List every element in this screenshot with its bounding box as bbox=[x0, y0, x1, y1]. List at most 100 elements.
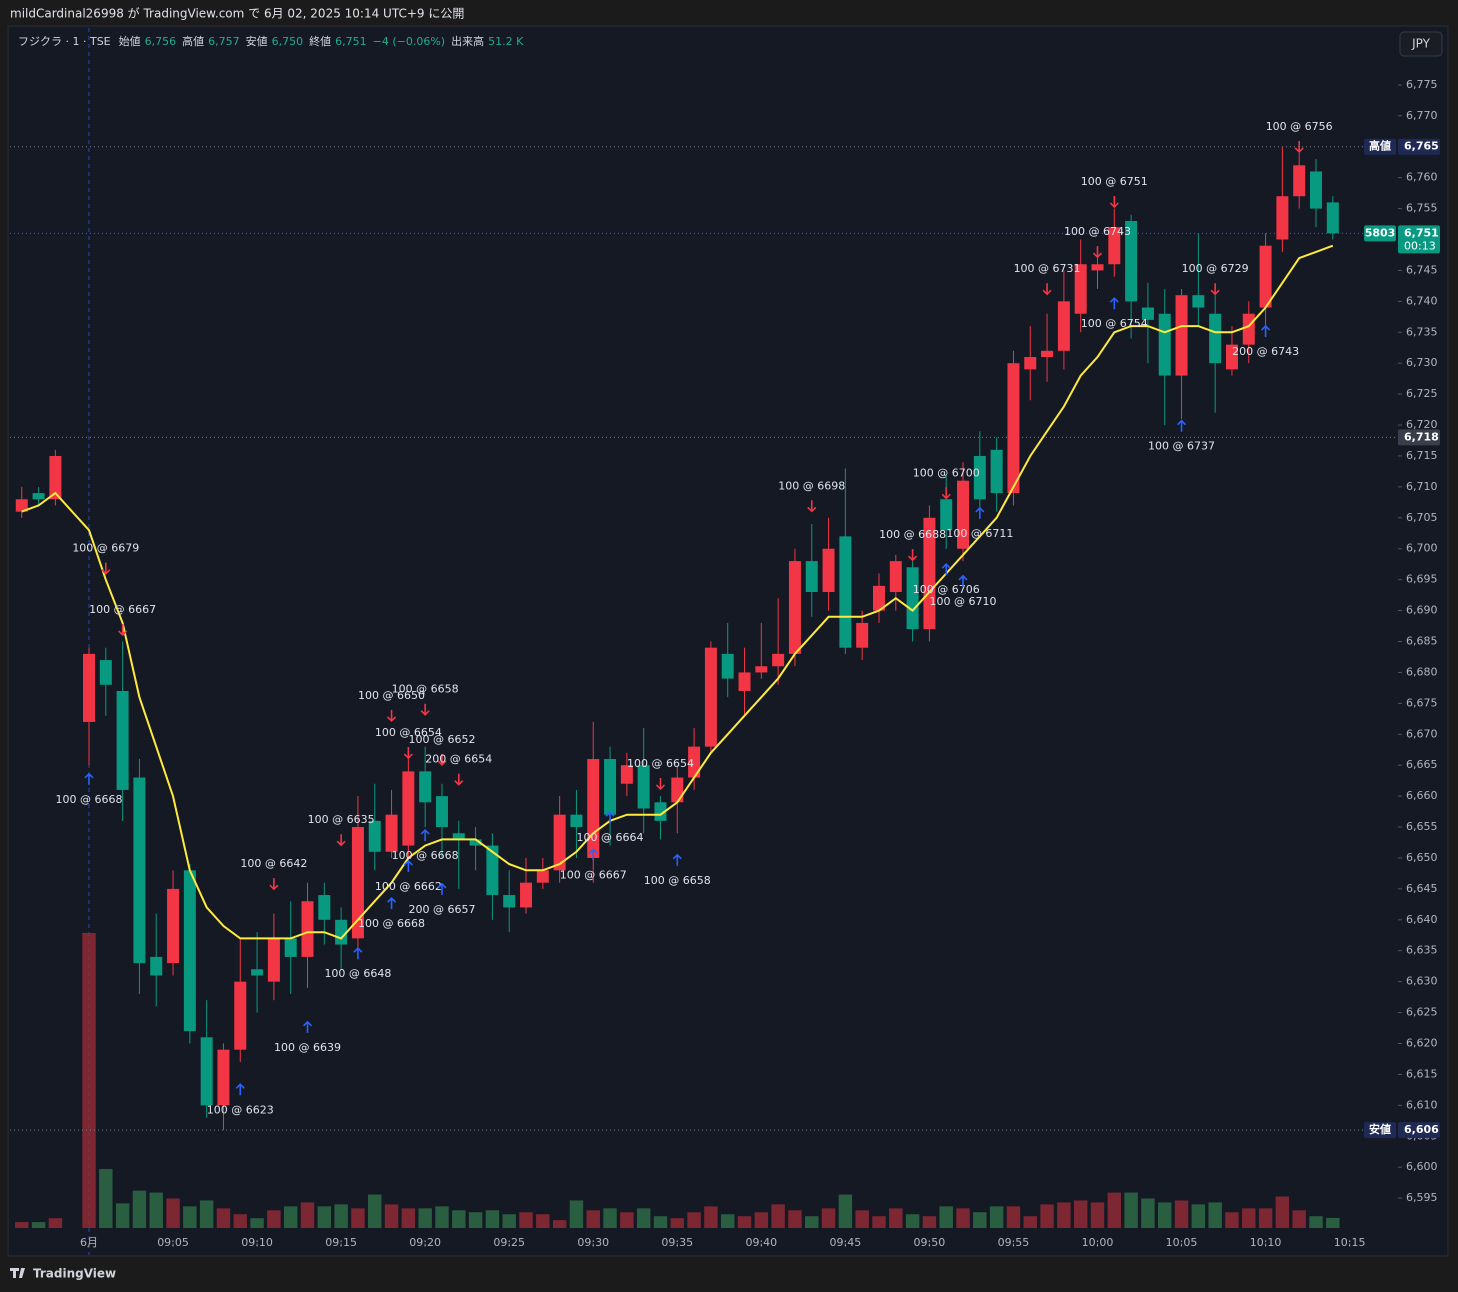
volume-bar bbox=[384, 1204, 399, 1228]
volume-bar bbox=[1158, 1202, 1172, 1228]
legend-key: 安値 bbox=[246, 34, 268, 48]
y-tick-label: 6,710 bbox=[1406, 480, 1438, 493]
sell-arrow bbox=[1210, 283, 1220, 296]
volume-bar bbox=[1275, 1196, 1290, 1228]
candle-body bbox=[856, 622, 869, 648]
trade-label: 100 @ 6754 bbox=[1081, 317, 1148, 330]
candle-body bbox=[872, 585, 885, 611]
volume-bar bbox=[586, 1210, 600, 1228]
volume-bar bbox=[872, 1216, 886, 1228]
candle-body bbox=[637, 765, 650, 809]
candle-body bbox=[1293, 165, 1306, 197]
candle-body bbox=[1057, 301, 1070, 351]
y-tick-label: 6,660 bbox=[1406, 789, 1438, 802]
buy-arrow bbox=[403, 859, 413, 873]
candle-body bbox=[32, 493, 45, 500]
y-tick-label: 6,615 bbox=[1406, 1067, 1438, 1080]
candle-body bbox=[503, 895, 516, 908]
volume-bar bbox=[502, 1214, 516, 1228]
currency-button[interactable] bbox=[1399, 31, 1443, 57]
candle-body bbox=[150, 956, 163, 976]
volume-bar bbox=[1040, 1204, 1054, 1228]
buy-arrow bbox=[84, 772, 94, 785]
volume-bar bbox=[788, 1210, 802, 1228]
y-tick-label: 6,775 bbox=[1406, 78, 1438, 91]
y-tick-label: 6,705 bbox=[1406, 511, 1438, 524]
trade-label: 200 @ 6654 bbox=[425, 753, 492, 766]
buy-arrow bbox=[1261, 324, 1271, 338]
trade-label: 200 @ 6743 bbox=[1232, 345, 1299, 358]
candle-body bbox=[604, 759, 617, 815]
legend-key: 始値 bbox=[119, 34, 141, 48]
buy-arrow bbox=[235, 1083, 245, 1096]
volume-bar bbox=[1191, 1204, 1206, 1228]
legend-key: 終値 bbox=[309, 34, 331, 48]
currency[interactable]: JPY bbox=[1411, 37, 1431, 51]
sell-arrow bbox=[1092, 246, 1103, 259]
trade-label: 100 @ 6667 bbox=[89, 603, 156, 616]
price-tag bbox=[1398, 429, 1440, 446]
trade-label: 100 @ 6688 bbox=[879, 528, 946, 541]
trade-label: 100 @ 6662 bbox=[375, 880, 442, 893]
candle-body bbox=[251, 969, 264, 976]
candle-body bbox=[167, 888, 180, 964]
candle-body bbox=[822, 548, 835, 593]
candle-body bbox=[536, 870, 549, 883]
candle-body bbox=[385, 814, 398, 852]
volume-bar bbox=[973, 1212, 987, 1228]
volume-bar bbox=[754, 1212, 769, 1228]
buy-arrow bbox=[420, 828, 430, 842]
volume-bar bbox=[435, 1206, 449, 1228]
buy-arrow bbox=[353, 947, 363, 960]
sell-arrow bbox=[269, 878, 279, 891]
y-tick-label: 6,735 bbox=[1406, 325, 1438, 338]
volume-bar bbox=[653, 1216, 668, 1228]
trade-label: 100 @ 6658 bbox=[644, 874, 711, 887]
candle-body bbox=[570, 814, 583, 828]
candle-body bbox=[267, 938, 280, 982]
buy-arrow bbox=[958, 574, 968, 587]
x-tick-label: 09:45 bbox=[830, 1236, 862, 1249]
trade-label: 100 @ 6710 bbox=[930, 595, 997, 608]
x-tick-label: 09:50 bbox=[914, 1236, 946, 1249]
candle-body bbox=[469, 839, 482, 846]
candle-body bbox=[234, 981, 247, 1050]
volume-bar bbox=[233, 1214, 247, 1228]
volume-bar bbox=[1141, 1198, 1155, 1228]
candle-body bbox=[49, 455, 62, 500]
volume-bar bbox=[838, 1194, 853, 1228]
y-tick-label: 6,740 bbox=[1406, 294, 1438, 307]
x-tick-label: 10:05 bbox=[1166, 1236, 1198, 1249]
trade-label: 100 @ 6623 bbox=[207, 1103, 274, 1116]
candle-body bbox=[284, 938, 297, 957]
trade-label: 100 @ 6667 bbox=[560, 868, 627, 881]
price-tag-name: 5803 bbox=[1365, 226, 1396, 239]
y-tick-label: 6,675 bbox=[1406, 696, 1438, 709]
candle-body bbox=[520, 882, 533, 908]
sell-arrow bbox=[118, 623, 128, 637]
volume-bar bbox=[149, 1192, 163, 1228]
candle-body bbox=[116, 690, 129, 790]
x-tick-label: 09:15 bbox=[325, 1236, 357, 1249]
y-tick-label: 6,700 bbox=[1406, 542, 1438, 555]
sell-arrow bbox=[101, 562, 111, 575]
volume-bar bbox=[31, 1222, 46, 1228]
candle-body bbox=[620, 765, 633, 784]
price-tag-label: 6,606 bbox=[1404, 1123, 1439, 1136]
x-tick-label: 10:10 bbox=[1250, 1236, 1282, 1249]
legend-key: 高値 bbox=[182, 34, 204, 48]
candle-body bbox=[772, 653, 785, 667]
volume-bar bbox=[183, 1206, 197, 1228]
legend-value: 6,757 bbox=[208, 35, 240, 48]
volume-bar bbox=[519, 1212, 533, 1228]
volume-bar bbox=[620, 1212, 634, 1228]
candle-body bbox=[217, 1049, 230, 1106]
candle-body bbox=[1108, 227, 1121, 265]
volume-bar bbox=[267, 1210, 281, 1228]
volume-bar bbox=[905, 1214, 920, 1228]
volume-bar bbox=[216, 1208, 231, 1228]
buy-arrow bbox=[302, 1020, 313, 1033]
candle-body bbox=[1192, 295, 1205, 308]
buy-arrow bbox=[386, 896, 397, 910]
trade-label: 100 @ 6648 bbox=[324, 967, 391, 980]
